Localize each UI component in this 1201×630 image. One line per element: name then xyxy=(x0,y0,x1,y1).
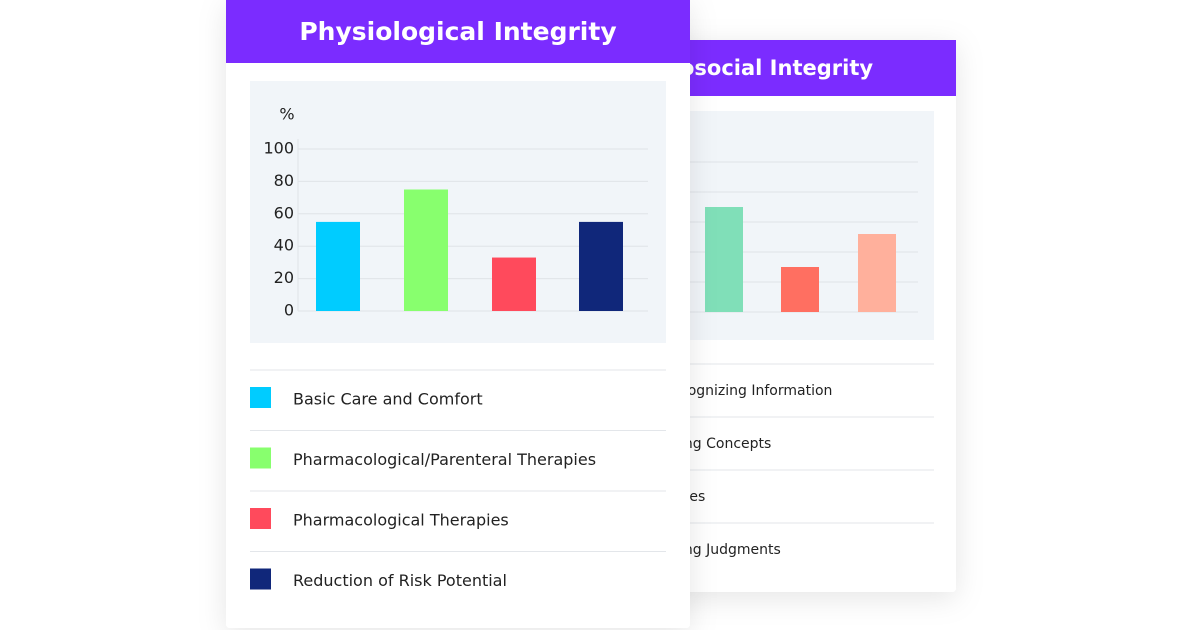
bar xyxy=(492,257,536,311)
front-card: Physiological Integrity% 0 20 40 60 80 100 Basi… xyxy=(226,0,690,628)
legend-label: Basic Care and Comfort xyxy=(293,390,483,409)
legend-label: Reduction of Risk Potential xyxy=(293,571,507,590)
y-axis-label: % xyxy=(279,105,294,124)
legend-label: ing Concepts xyxy=(680,436,771,452)
y-tick-label: 100 xyxy=(263,139,294,158)
legend-swatch xyxy=(250,568,271,590)
legend-swatch xyxy=(250,447,271,469)
legend-label: Pharmacological/Parenteral Therapies xyxy=(293,450,596,469)
y-tick-label: 60 xyxy=(274,203,294,222)
legend-label: Pharmacological Therapies xyxy=(293,511,509,530)
bar xyxy=(705,207,743,312)
y-tick-label: 40 xyxy=(274,236,294,255)
legend-swatch xyxy=(250,387,271,408)
card-title: Physiological Integrity xyxy=(299,17,616,46)
legend-label: ing Judgments xyxy=(680,542,781,558)
bar xyxy=(404,189,448,311)
bar xyxy=(579,221,623,311)
card-title: osocial Integrity xyxy=(680,56,873,80)
y-tick-label: 80 xyxy=(274,171,294,190)
bar xyxy=(858,234,896,312)
y-tick-label: 0 xyxy=(284,301,294,320)
bar xyxy=(316,221,360,311)
legend-swatch xyxy=(250,508,271,529)
legend-label: cognizing Information xyxy=(680,383,832,399)
back-card: osocial Integrity cognizing Information in… xyxy=(660,40,956,592)
bar xyxy=(781,267,819,312)
card-header xyxy=(660,40,956,96)
y-tick-label: 20 xyxy=(274,268,294,287)
card-header xyxy=(226,0,690,63)
